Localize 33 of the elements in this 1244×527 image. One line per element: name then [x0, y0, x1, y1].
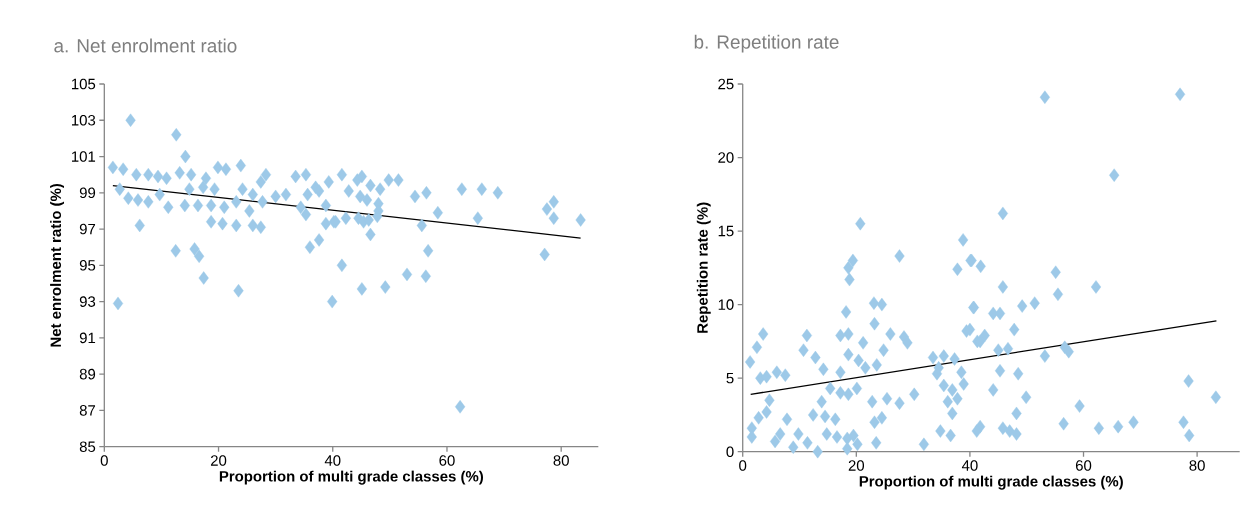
y-axis-title: Repetition rate (%) — [696, 202, 711, 333]
chart-title: b. Repetition rate — [694, 34, 839, 53]
x-tick-label: 0 — [739, 460, 747, 471]
x-tick-label: 40 — [324, 455, 341, 466]
y-tick-label: 15 — [718, 225, 734, 237]
y-tick-label: 95 — [79, 260, 96, 271]
y-tick-label: 105 — [72, 78, 96, 90]
y-tick-label: 103 — [72, 114, 96, 126]
y-tick-label: 89 — [79, 368, 96, 380]
y-tick-label: 85 — [79, 441, 96, 452]
x-tick-label: 20 — [848, 460, 865, 471]
y-tick-label: 93 — [79, 296, 96, 307]
y-axis-title: Net enrolment ratio (%) — [50, 183, 65, 347]
y-tick-label: 91 — [79, 332, 96, 344]
y-tick-label: 5 — [726, 372, 734, 384]
y-tick-label: 87 — [79, 405, 96, 416]
x-tick-label: 80 — [1189, 460, 1205, 471]
x-tick-label: 60 — [439, 455, 455, 466]
x-tick-label: 60 — [1075, 460, 1092, 471]
y-tick-label: 10 — [718, 299, 734, 310]
x-axis-title: Proportion of multi grade classes (%) — [859, 475, 1123, 490]
y-tick-label: 99 — [79, 187, 96, 199]
x-tick-label: 0 — [100, 455, 108, 466]
x-tick-label: 40 — [961, 460, 978, 471]
y-tick-label: 101 — [72, 151, 96, 162]
y-tick-label: 25 — [718, 78, 734, 90]
x-tick-label: 20 — [210, 455, 227, 466]
x-axis-title: Proportion of multi grade classes (%) — [219, 470, 484, 485]
chart-title: a. Net enrolment ratio — [54, 38, 237, 53]
y-tick-label: 0 — [726, 446, 734, 457]
x-tick-label: 80 — [553, 455, 569, 466]
y-tick-label: 97 — [79, 223, 96, 235]
y-tick-label: 20 — [718, 152, 734, 163]
